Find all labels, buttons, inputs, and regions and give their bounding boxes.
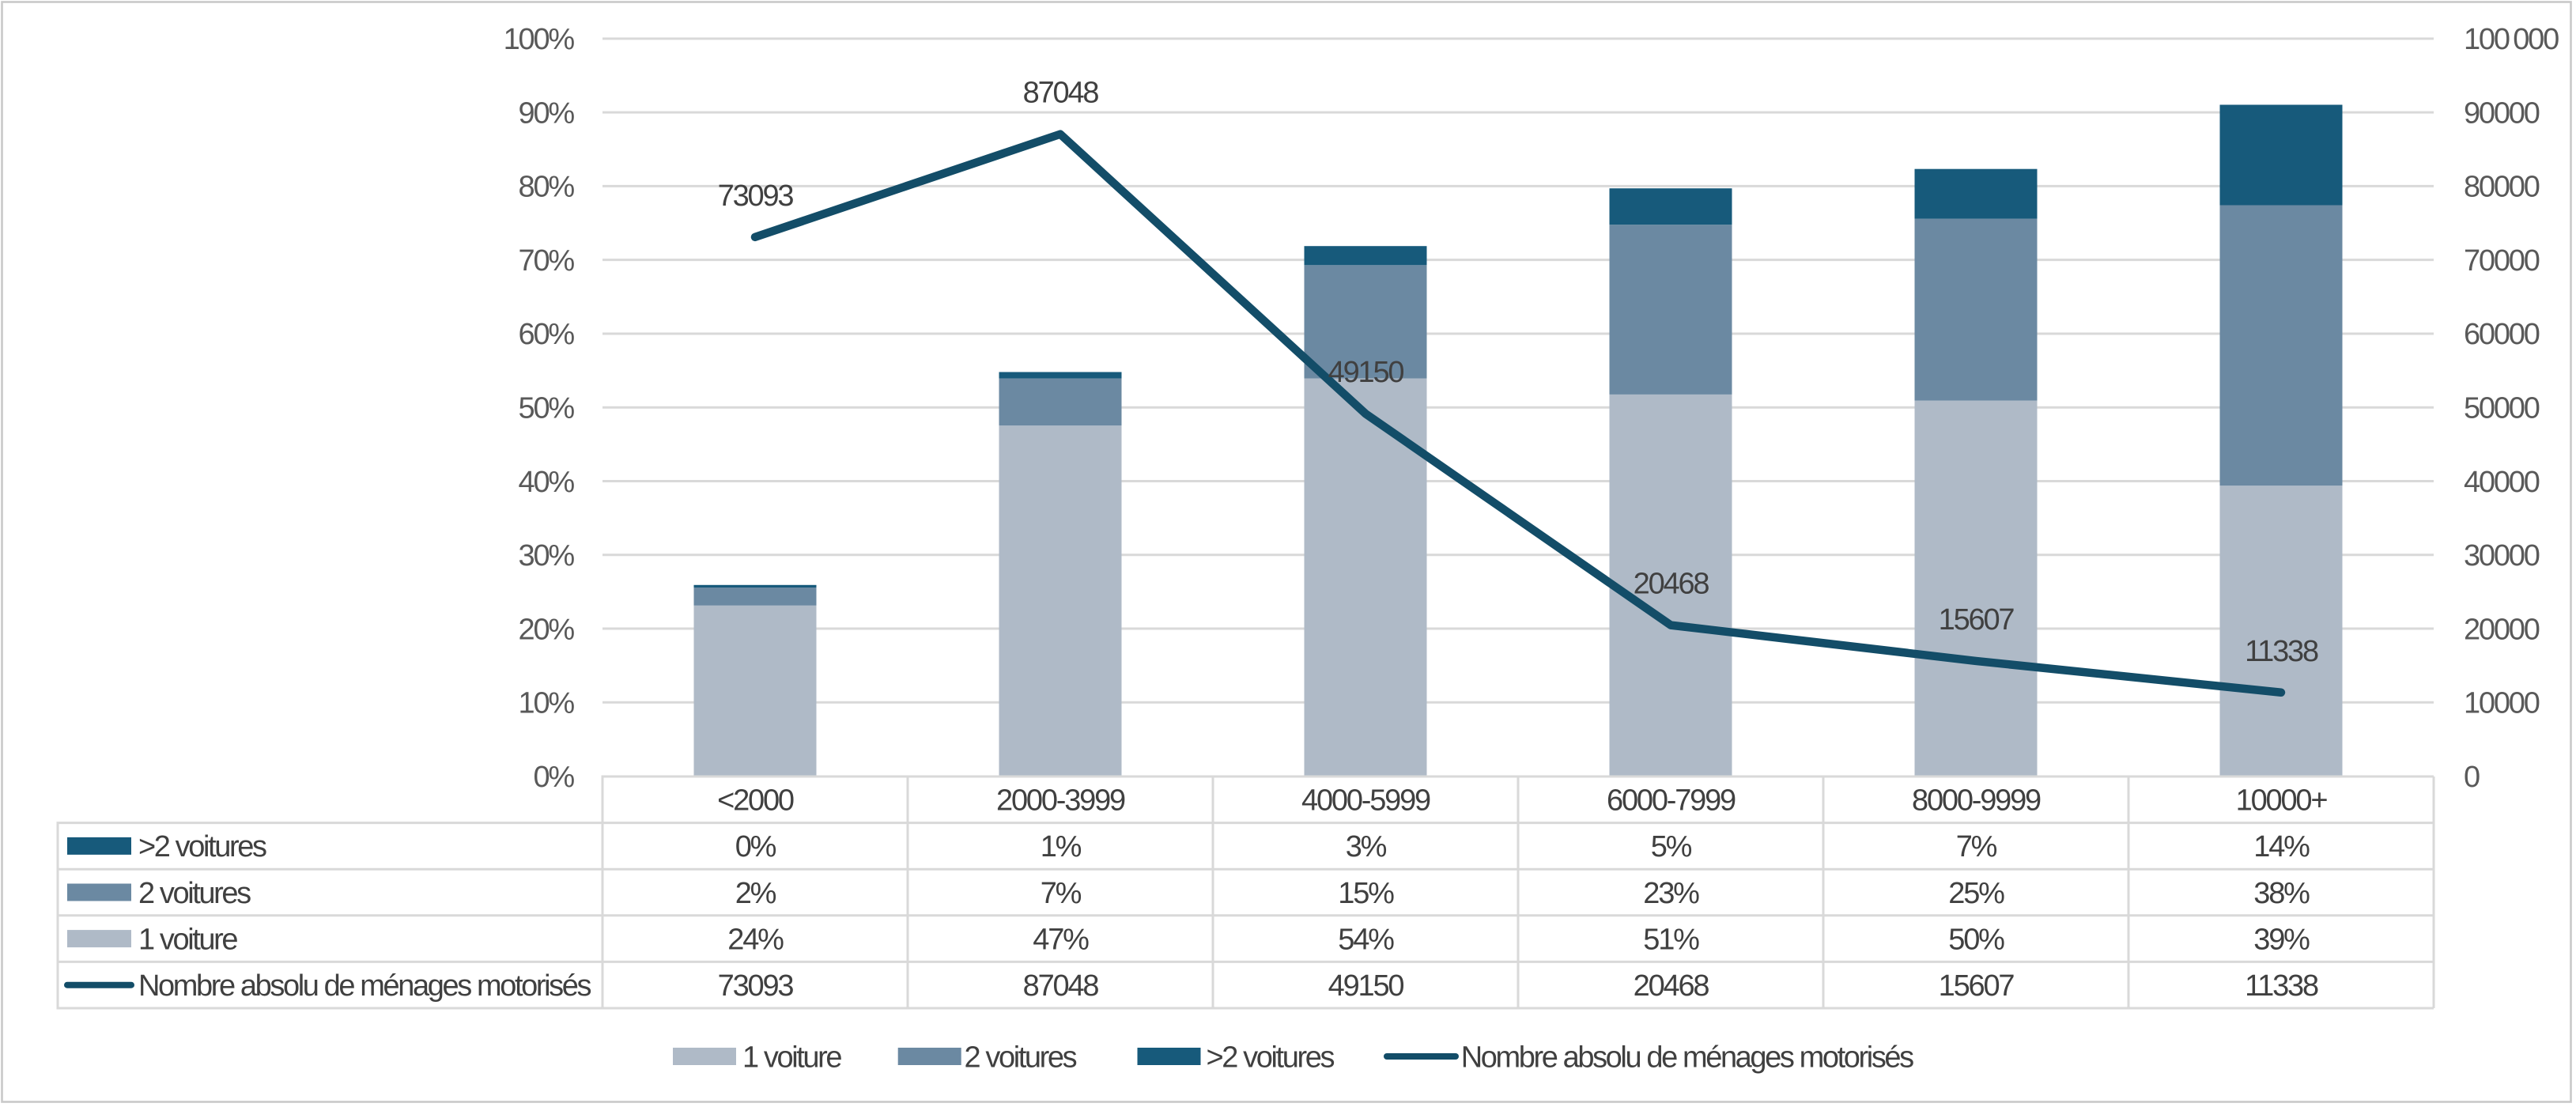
- svg-text:70%: 70%: [519, 244, 575, 278]
- svg-text:>2 voitures: >2 voitures: [1207, 1041, 1335, 1074]
- svg-text:15%: 15%: [1338, 877, 1394, 910]
- svg-text:70000: 70000: [2464, 244, 2540, 278]
- svg-text:49150: 49150: [1328, 356, 1404, 389]
- svg-text:Nombre absolu de ménages motor: Nombre absolu de ménages motorisés: [138, 969, 591, 1003]
- svg-text:90%: 90%: [519, 96, 575, 130]
- svg-text:80%: 80%: [519, 171, 575, 204]
- svg-text:38%: 38%: [2253, 877, 2310, 910]
- svg-text:54%: 54%: [1338, 923, 1394, 956]
- svg-text:50%: 50%: [519, 392, 575, 425]
- svg-text:39%: 39%: [2253, 923, 2310, 956]
- svg-text:4000-5999: 4000-5999: [1301, 784, 1430, 818]
- svg-text:100 000: 100 000: [2464, 23, 2559, 56]
- svg-text:7%: 7%: [1041, 877, 1082, 910]
- svg-text:10%: 10%: [519, 687, 575, 720]
- svg-text:<2000: <2000: [717, 784, 794, 818]
- svg-text:73093: 73093: [718, 179, 794, 213]
- svg-text:0: 0: [2464, 761, 2480, 794]
- svg-text:60%: 60%: [519, 318, 575, 351]
- svg-text:5%: 5%: [1651, 830, 1692, 863]
- svg-text:11338: 11338: [2245, 635, 2318, 668]
- svg-text:87048: 87048: [1023, 77, 1099, 110]
- svg-text:23%: 23%: [1643, 877, 1699, 910]
- svg-text:20468: 20468: [1634, 568, 1709, 601]
- svg-text:>2 voitures: >2 voitures: [138, 830, 266, 863]
- svg-text:2 voitures: 2 voitures: [138, 877, 251, 910]
- svg-text:87048: 87048: [1023, 969, 1099, 1003]
- svg-text:24%: 24%: [727, 923, 784, 956]
- svg-text:20468: 20468: [1634, 969, 1709, 1003]
- svg-text:Nombre absolu de ménages motor: Nombre absolu de ménages motorisés: [1461, 1041, 1913, 1074]
- svg-text:1%: 1%: [1041, 830, 1082, 863]
- svg-text:60000: 60000: [2464, 318, 2540, 351]
- svg-text:25%: 25%: [1948, 877, 2004, 910]
- svg-text:10000: 10000: [2464, 687, 2540, 720]
- svg-text:15607: 15607: [1939, 603, 2015, 637]
- svg-text:6000-7999: 6000-7999: [1607, 784, 1736, 818]
- svg-text:11338: 11338: [2245, 969, 2318, 1003]
- svg-text:20000: 20000: [2464, 613, 2540, 646]
- svg-text:30%: 30%: [519, 539, 575, 572]
- svg-text:8000-9999: 8000-9999: [1912, 784, 2041, 818]
- svg-text:50%: 50%: [1948, 923, 2004, 956]
- svg-text:0%: 0%: [735, 830, 776, 863]
- svg-text:10000+: 10000+: [2236, 784, 2328, 818]
- svg-text:20%: 20%: [519, 613, 575, 646]
- svg-text:30000: 30000: [2464, 539, 2540, 572]
- svg-text:40000: 40000: [2464, 466, 2540, 499]
- svg-text:2000-3999: 2000-3999: [996, 784, 1125, 818]
- svg-text:2%: 2%: [735, 877, 776, 910]
- svg-text:49150: 49150: [1328, 969, 1404, 1003]
- svg-text:2 voitures: 2 voitures: [965, 1041, 1077, 1074]
- svg-text:47%: 47%: [1033, 923, 1089, 956]
- svg-text:40%: 40%: [519, 466, 575, 499]
- svg-text:14%: 14%: [2253, 830, 2310, 863]
- svg-text:1 voiture: 1 voiture: [138, 923, 237, 956]
- svg-text:80000: 80000: [2464, 171, 2540, 204]
- svg-text:0%: 0%: [533, 761, 574, 794]
- svg-text:50000: 50000: [2464, 392, 2540, 425]
- svg-text:90000: 90000: [2464, 96, 2540, 130]
- svg-text:3%: 3%: [1346, 830, 1387, 863]
- svg-text:15607: 15607: [1939, 969, 2015, 1003]
- svg-text:1 voiture: 1 voiture: [742, 1041, 841, 1074]
- svg-text:51%: 51%: [1643, 923, 1699, 956]
- svg-text:100%: 100%: [504, 23, 575, 56]
- svg-text:73093: 73093: [718, 969, 794, 1003]
- svg-text:7%: 7%: [1956, 830, 1997, 863]
